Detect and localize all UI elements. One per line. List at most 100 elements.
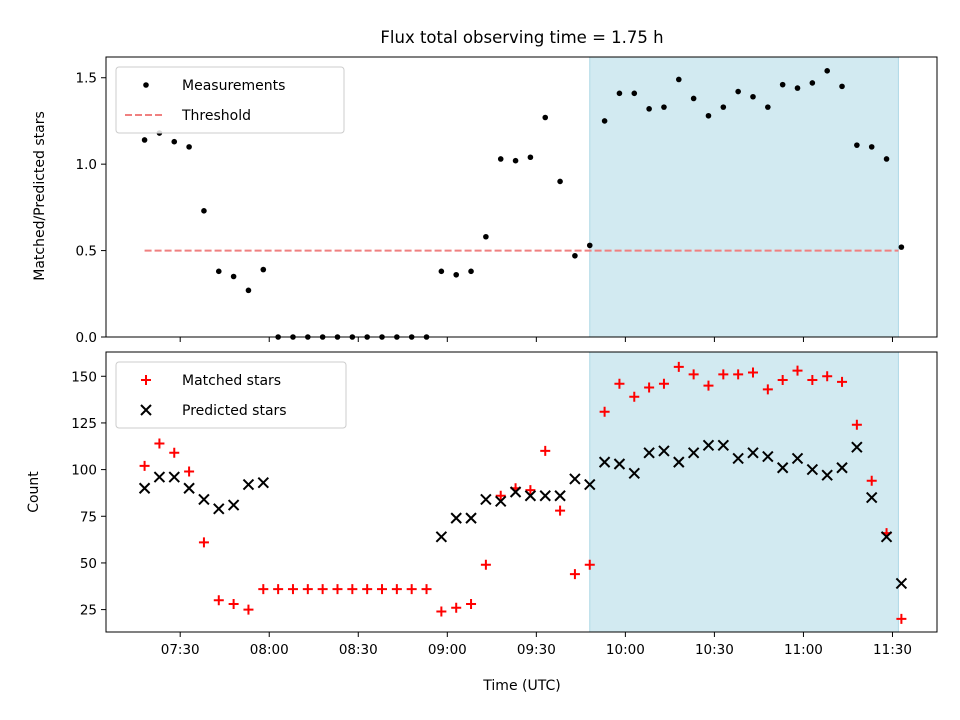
legend: Measurements Threshold: [115, 66, 345, 134]
predicted-stars-point: [836, 462, 848, 474]
predicted-stars-point: [658, 445, 670, 457]
measurement-point: [601, 118, 608, 124]
x-tick-label: 09:30: [517, 642, 556, 658]
measurement-point: [705, 112, 712, 119]
measurement-point: [616, 90, 623, 97]
measurement-point: [438, 268, 445, 275]
measurement-point: [661, 104, 667, 110]
legend-box: [115, 66, 345, 134]
bottom-y-axis-label: Count: [26, 471, 42, 513]
measurement-point: [839, 83, 845, 90]
matched-stars-point: [436, 606, 447, 617]
shaded-observing-interval: [589, 56, 899, 338]
matched-stars-point: [777, 375, 788, 385]
predicted-stars-point: [168, 471, 180, 483]
matched-stars-point: [213, 595, 224, 606]
measurement-point: [631, 90, 638, 97]
measurement-point: [230, 273, 237, 280]
axes-frame: [105, 56, 938, 338]
measurement-point: [527, 154, 534, 161]
y-tick-label: 1.5: [76, 71, 97, 87]
legend-label: Measurements: [182, 78, 285, 94]
bottom-panel: 25 50 75 100 125 150 07:30 08:00 08:30 09:00 09:30…: [71, 351, 938, 658]
matched-stars-point: [851, 419, 862, 430]
measurement-point: [468, 268, 474, 275]
predicted-stars-point: [806, 463, 819, 476]
matched-stars-point: [644, 382, 655, 393]
measurement-point: [735, 88, 741, 95]
x-tick-label: 11:30: [873, 642, 912, 658]
predicted-stars-point: [227, 499, 240, 511]
matched-stars-point: [154, 438, 165, 449]
matched-stars-point: [243, 604, 254, 615]
predicted-stars-point: [480, 493, 492, 506]
predicted-stars-point: [435, 531, 448, 543]
predicted-stars-point: [717, 439, 730, 452]
matched-stars-point: [480, 559, 491, 570]
legend: Matched stars Predicted stars: [115, 361, 347, 429]
predicted-stars-point: [613, 458, 626, 470]
y-tick-label: 50: [80, 556, 97, 572]
legend-marker-measurements: [143, 82, 149, 88]
legend-label: Threshold: [181, 108, 251, 124]
x-tick-label: 08:30: [339, 642, 378, 658]
matched-stars-point: [347, 584, 358, 595]
matched-stars-point: [718, 369, 729, 380]
measurement-point: [868, 144, 875, 150]
matched-stars-point: [762, 384, 773, 395]
matched-stars-point: [584, 559, 595, 570]
measurement-point: [453, 271, 460, 278]
predicted-stars-point: [213, 503, 225, 515]
legend-box: [115, 361, 347, 429]
predicted-stars-point: [183, 482, 195, 494]
y-tick-label: 75: [80, 509, 97, 525]
predicted-stars-point: [198, 493, 210, 506]
matched-stars-point: [273, 584, 284, 595]
measurement-point: [750, 93, 756, 100]
matched-stars-point: [391, 584, 402, 595]
matched-stars-point: [629, 391, 640, 402]
measurement-point: [483, 233, 489, 240]
x-tick-label: 11:00: [784, 642, 823, 658]
legend-marker-predicted: [140, 404, 152, 416]
predicted-stars-point: [643, 447, 655, 459]
matched-stars-point: [169, 447, 180, 458]
chart-title: Flux total observing time = 1.75 h: [380, 28, 663, 47]
legend-label: Predicted stars: [182, 403, 287, 419]
matched-stars-point: [837, 376, 848, 387]
top-y-axis-label: Matched/Predicted stars: [32, 111, 48, 281]
matched-stars-point: [362, 584, 373, 595]
legend-marker-matched: [141, 375, 151, 385]
predicted-stars-point: [702, 439, 715, 452]
predicted-stars-point: [450, 512, 462, 524]
predicted-stars-point: [687, 447, 700, 459]
y-tick-label: 1.0: [76, 157, 97, 173]
measurement-point: [171, 138, 178, 145]
matched-stars-point: [703, 380, 714, 391]
measurement-point: [824, 68, 830, 74]
matched-stars-point: [747, 367, 758, 378]
matched-stars-point: [614, 378, 625, 389]
matched-stars-point: [569, 569, 580, 580]
predicted-stars-point: [865, 491, 878, 504]
matched-stars-point: [258, 584, 269, 595]
predicted-stars-point: [673, 456, 685, 468]
measurement-point: [809, 80, 816, 86]
x-tick-label: 07:30: [161, 642, 200, 658]
predicted-stars-point: [569, 473, 581, 485]
predicted-stars-point: [598, 456, 611, 468]
measurement-point: [141, 137, 148, 143]
y-tick-label: 0.5: [76, 244, 97, 260]
x-tick-label: 09:00: [428, 642, 467, 658]
measurement-point: [201, 208, 207, 214]
legend-label: Matched stars: [182, 373, 281, 389]
matched-stars-point: [525, 485, 536, 496]
predicted-stars-point: [495, 495, 507, 508]
measurement-point: [675, 76, 682, 83]
measurement-point: [557, 178, 563, 185]
matched-stars-point: [807, 375, 818, 385]
measurement-point: [898, 244, 905, 250]
matched-stars-point: [228, 599, 239, 609]
matched-stars-point: [317, 584, 328, 595]
predicted-stars-point: [584, 478, 596, 491]
